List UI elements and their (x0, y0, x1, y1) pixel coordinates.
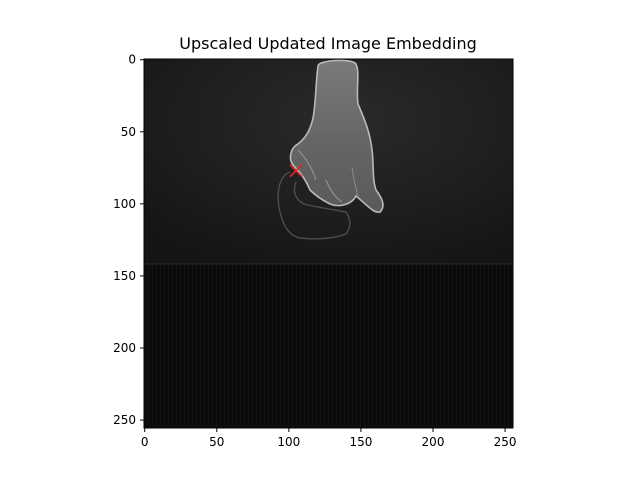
y-tick-label: 150 (113, 269, 136, 283)
x-tick-label: 150 (349, 435, 372, 449)
axes-frame (143, 58, 514, 429)
y-tick-label: 100 (113, 197, 136, 211)
x-tick-label: 0 (141, 435, 149, 449)
y-axis: 0 50 100 150 200 250 (113, 53, 144, 427)
y-tick-label: 200 (113, 341, 136, 355)
x-tick-label: 200 (422, 435, 445, 449)
x-axis: 0 50 100 150 200 250 (141, 428, 517, 449)
hand-silhouette (289, 59, 384, 214)
chart-title: Upscaled Updated Image Embedding (179, 34, 476, 53)
y-tick-label: 250 (113, 413, 136, 427)
y-tick-label: 0 (128, 53, 136, 67)
image-plot-area (143, 58, 514, 429)
shadow-outline (277, 171, 351, 240)
point-marker (289, 164, 303, 178)
x-tick-label: 50 (209, 435, 224, 449)
y-tick-label: 50 (121, 125, 136, 139)
x-tick-label: 250 (494, 435, 517, 449)
x-tick-label: 100 (277, 435, 300, 449)
embedding-lower-region (144, 264, 513, 428)
